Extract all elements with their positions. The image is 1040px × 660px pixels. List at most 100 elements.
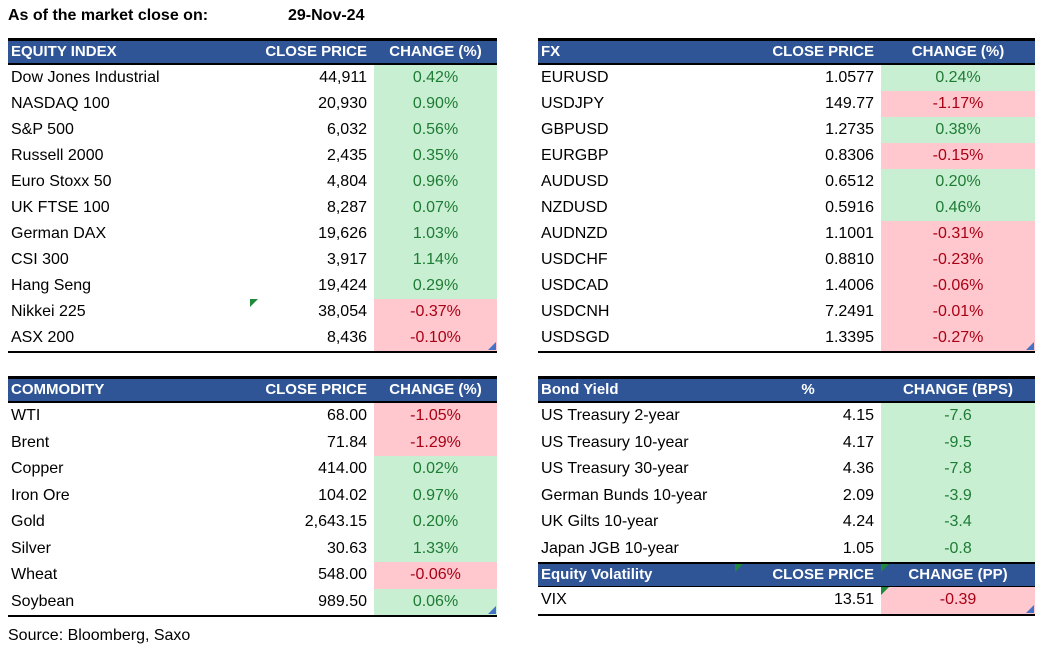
table-row: US Treasury 10-year 4.17 -9.5 xyxy=(538,429,1035,456)
commodity-table-body: WTI 68.00 -1.05% Brent 71.84 -1.29% Copp… xyxy=(8,403,497,615)
bond-table-header: Bond Yield % CHANGE (BPS) xyxy=(538,379,1035,403)
bond-yield-table: Bond Yield % CHANGE (BPS) US Treasury 2-… xyxy=(538,376,1035,616)
volatility-table-body: VIX 13.51 -0.39 xyxy=(538,587,1035,614)
table-row: Copper 414.00 0.02% xyxy=(8,456,497,483)
table-row: GBPUSD 1.2735 0.38% xyxy=(538,117,1035,143)
change-value: 0.96% xyxy=(374,169,497,195)
change-value: -0.8 xyxy=(881,535,1035,562)
close-price-value: 2.09 xyxy=(842,486,874,504)
change-value: -0.06% xyxy=(881,273,1035,299)
instrument-label: US Treasury 2-year xyxy=(541,407,680,424)
change-value: 1.14% xyxy=(374,247,497,273)
table-row: Russell 2000 2,435 0.35% xyxy=(8,143,497,169)
change-value: 0.20% xyxy=(881,169,1035,195)
table-row: EURGBP 0.8306 -0.15% xyxy=(538,143,1035,169)
commodity-table: COMMODITY CLOSE PRICE CHANGE (%) WTI 68.… xyxy=(8,376,497,617)
change-value: 1.03% xyxy=(374,221,497,247)
close-price-value: 0.5916 xyxy=(825,199,874,216)
instrument-label: Soybean xyxy=(11,592,75,610)
table-row: NASDAQ 100 20,930 0.90% xyxy=(8,91,497,117)
instrument-label: Nikkei 225 xyxy=(11,303,86,320)
change-value: 0.38% xyxy=(881,117,1035,143)
change-value: -0.27% xyxy=(881,325,1035,351)
close-price-value: 19,626 xyxy=(318,225,367,242)
change-value: -0.31% xyxy=(881,221,1035,247)
close-price-value: 0.8810 xyxy=(825,251,874,268)
change-value: 0.07% xyxy=(374,195,497,221)
instrument-label: German DAX xyxy=(11,225,107,242)
instrument-label: AUDUSD xyxy=(541,173,609,190)
table-row: Iron Ore 104.02 0.97% xyxy=(8,482,497,509)
col-header-instrument: FX xyxy=(541,43,561,60)
blue-corner-marker-icon xyxy=(488,342,496,350)
close-price-value: 13.51 xyxy=(833,591,874,608)
instrument-label: Russell 2000 xyxy=(11,147,104,164)
close-price-value: 104.02 xyxy=(318,486,367,504)
instrument-label: UK Gilts 10-year xyxy=(541,513,659,530)
col-header-percent: % xyxy=(801,381,815,398)
close-price-value: 8,287 xyxy=(326,199,367,216)
table-row: German Bunds 10-year 2.09 -3.9 xyxy=(538,482,1035,509)
table-row: Soybean 989.50 0.06% xyxy=(8,588,497,615)
table-row: VIX 13.51 -0.39 xyxy=(538,587,1035,614)
instrument-label: Hang Seng xyxy=(11,277,92,294)
close-price-value: 989.50 xyxy=(318,592,367,610)
equity-table-header: EQUITY INDEX CLOSE PRICE CHANGE (%) xyxy=(8,41,497,65)
instrument-label: USDJPY xyxy=(541,95,605,112)
table-row: Euro Stoxx 50 4,804 0.96% xyxy=(8,169,497,195)
change-value: 0.02% xyxy=(374,456,497,483)
commodity-table-header: COMMODITY CLOSE PRICE CHANGE (%) xyxy=(8,379,497,403)
instrument-label: US Treasury 30-year xyxy=(541,460,689,477)
change-value: -3.4 xyxy=(881,509,1035,536)
table-row: Silver 30.63 1.33% xyxy=(8,535,497,562)
instrument-label: German Bunds 10-year xyxy=(541,486,708,504)
close-price-value: 0.6512 xyxy=(825,173,874,190)
change-value: -0.39 xyxy=(881,587,1035,614)
col-header-instrument: Bond Yield xyxy=(541,381,619,398)
col-header-change-pp: CHANGE (PP) xyxy=(881,564,1035,586)
change-value: 0.35% xyxy=(374,143,497,169)
table-row: AUDUSD 0.6512 0.20% xyxy=(538,169,1035,195)
instrument-label: USDCHF xyxy=(541,251,608,268)
instrument-label: NZDUSD xyxy=(541,199,608,216)
change-value: -7.8 xyxy=(881,456,1035,483)
instrument-label: Dow Jones Industrial xyxy=(11,69,160,86)
instrument-label: USDCAD xyxy=(541,277,609,294)
close-price-value: 20,930 xyxy=(318,95,367,112)
col-header-close-price: CLOSE PRICE xyxy=(735,564,881,586)
table-row: USDJPY 149.77 -1.17% xyxy=(538,91,1035,117)
close-price-value: 0.8306 xyxy=(825,147,874,164)
table-row: WTI 68.00 -1.05% xyxy=(8,403,497,430)
table-row: S&P 500 6,032 0.56% xyxy=(8,117,497,143)
close-price-value: 4.15 xyxy=(842,407,874,424)
instrument-label: ASX 200 xyxy=(11,329,75,346)
change-value: 0.56% xyxy=(374,117,497,143)
instrument-label: Wheat xyxy=(11,566,58,583)
instrument-label: EURGBP xyxy=(541,147,609,164)
instrument-label: Brent xyxy=(11,433,50,451)
close-price-value: 548.00 xyxy=(318,566,367,583)
change-value: -1.17% xyxy=(881,91,1035,117)
instrument-label: VIX xyxy=(541,591,567,608)
close-price-value: 68.00 xyxy=(326,407,367,424)
instrument-label: Copper xyxy=(11,460,64,477)
table-row: US Treasury 2-year 4.15 -7.6 xyxy=(538,403,1035,430)
table-row: Nikkei 225 38,054 -0.37% xyxy=(8,299,497,325)
change-value: -0.23% xyxy=(881,247,1035,273)
instrument-label: WTI xyxy=(11,407,41,424)
close-price-value: 71.84 xyxy=(326,433,367,451)
equity-index-table: EQUITY INDEX CLOSE PRICE CHANGE (%) Dow … xyxy=(8,38,497,353)
table-row: Dow Jones Industrial 44,911 0.42% xyxy=(8,65,497,91)
instrument-label: CSI 300 xyxy=(11,251,69,268)
close-price-value: 2,435 xyxy=(326,147,367,164)
close-price-value: 1.4006 xyxy=(825,277,874,294)
fx-table: FX CLOSE PRICE CHANGE (%) EURUSD 1.0577 … xyxy=(538,38,1035,353)
close-price-value: 414.00 xyxy=(318,460,367,477)
comment-marker-icon xyxy=(250,299,258,307)
table-row: Japan JGB 10-year 1.05 -0.8 xyxy=(538,535,1035,562)
instrument-label: USDCNH xyxy=(541,303,610,320)
close-price-value: 1.0577 xyxy=(825,69,874,86)
table-row: ASX 200 8,436 -0.10% xyxy=(8,325,497,351)
change-value: 0.24% xyxy=(881,65,1035,91)
change-value: 0.29% xyxy=(374,273,497,299)
